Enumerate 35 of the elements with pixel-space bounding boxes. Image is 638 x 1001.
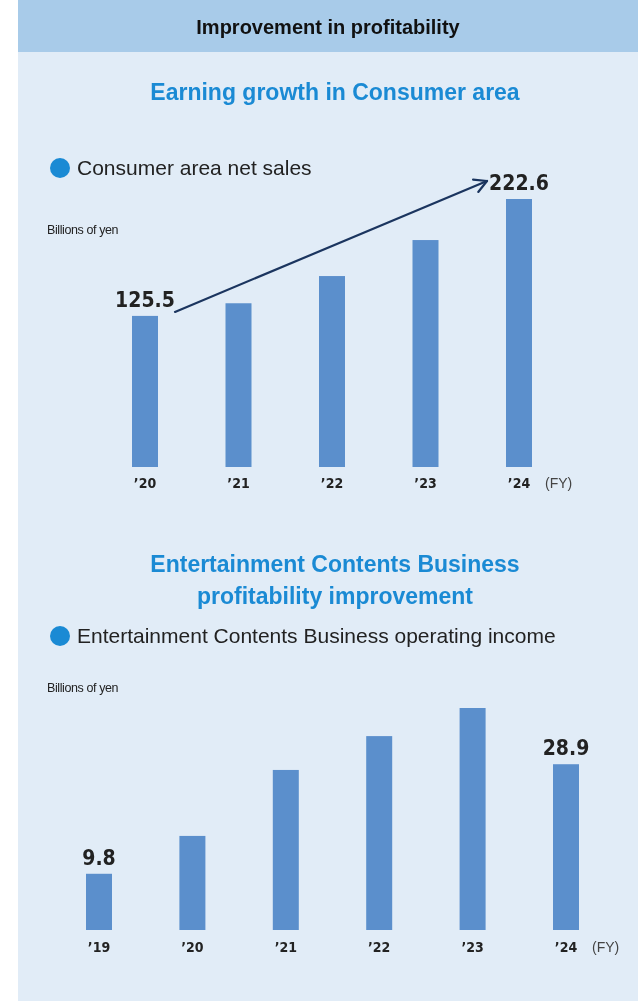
bar bbox=[272, 769, 299, 930]
bar bbox=[225, 303, 252, 467]
x-tick-label: ’23 bbox=[414, 475, 437, 491]
x-tick-label: ’21 bbox=[227, 475, 250, 491]
data-label: 9.8 bbox=[82, 845, 116, 870]
x-tick-label: ’22 bbox=[368, 939, 391, 955]
x-tick-label: ’20 bbox=[133, 475, 157, 491]
bar bbox=[506, 199, 532, 467]
bar bbox=[412, 240, 439, 467]
chart-title: Improvement in profitability bbox=[196, 16, 461, 38]
text: Consumer area net sales bbox=[77, 156, 312, 179]
x-axis-title: (FY) bbox=[545, 475, 573, 491]
x-tick-label: ’21 bbox=[274, 939, 297, 955]
x-tick-label: ’22 bbox=[320, 475, 344, 491]
x-axis-title: (FY) bbox=[592, 939, 620, 955]
y-axis-title: Billions of yen bbox=[47, 223, 119, 237]
bar bbox=[179, 835, 206, 930]
y-axis-title: Billions of yen bbox=[47, 681, 119, 695]
data-label: 222.6 bbox=[489, 171, 549, 195]
data-label: 28.9 bbox=[542, 736, 590, 761]
bar bbox=[86, 873, 112, 930]
x-tick-label: ’24 bbox=[507, 475, 531, 491]
x-tick-label: ’23 bbox=[461, 939, 484, 955]
bar bbox=[366, 736, 393, 930]
x-tick-label: ’19 bbox=[87, 939, 111, 955]
chart-subtitle: Earning growth in Consumer area bbox=[150, 79, 520, 105]
bar bbox=[459, 708, 486, 930]
bar bbox=[553, 764, 579, 930]
bar bbox=[132, 315, 158, 467]
x-tick-label: ’24 bbox=[554, 939, 578, 955]
chart-title: Entertainment Contents Business profitability improvement bbox=[150, 551, 520, 609]
bar bbox=[319, 276, 345, 467]
x-tick-label: ’20 bbox=[181, 939, 204, 955]
text: Entertainment Contents Business operating income bbox=[77, 624, 556, 647]
data-label: 125.5 bbox=[115, 287, 175, 312]
